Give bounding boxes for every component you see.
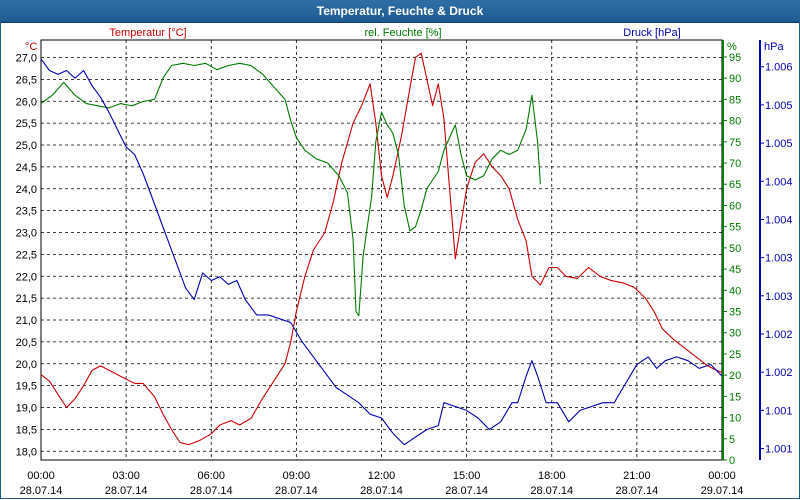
x-tick-time: 18:00 bbox=[538, 470, 566, 482]
temp-tick-label: 26,0 bbox=[16, 96, 37, 108]
x-tick-time: 15:00 bbox=[453, 470, 481, 482]
humidity-tick-label: 40 bbox=[729, 285, 741, 297]
humidity-tick-label: 80 bbox=[729, 116, 741, 128]
x-tick-time: 00:00 bbox=[27, 470, 55, 482]
pressure-axis-title: Druck [hPa] bbox=[623, 27, 680, 39]
pressure-tick-label: 1.001 bbox=[765, 444, 793, 456]
humidity-tick-label: 45 bbox=[729, 264, 741, 276]
window-titlebar: Temperatur, Feuchte & Druck bbox=[0, 0, 800, 23]
humidity-line bbox=[40, 62, 541, 317]
pressure-tick-label: 1.003 bbox=[765, 291, 793, 303]
humidity-tick-label: 70 bbox=[729, 158, 741, 170]
temp-tick-label: 18,5 bbox=[16, 424, 37, 436]
humidity-tick-label: 30 bbox=[729, 328, 741, 340]
x-tick-date: 29.07.14 bbox=[701, 485, 744, 497]
x-tick-time: 12:00 bbox=[368, 470, 396, 482]
pressure-tick-label: 1.004 bbox=[765, 176, 793, 188]
temp-tick-label: 26,5 bbox=[16, 74, 37, 86]
humidity-tick-label: 60 bbox=[729, 200, 741, 212]
temp-tick-label: 21,5 bbox=[16, 293, 37, 305]
x-tick-time: 00:00 bbox=[708, 470, 736, 482]
x-tick-time: 21:00 bbox=[623, 470, 651, 482]
temp-tick-label: 27,0 bbox=[16, 53, 37, 65]
pressure-tick-label: 1.004 bbox=[765, 214, 793, 226]
temp-tick-label: 18,0 bbox=[16, 446, 37, 458]
x-tick-date: 28.07.14 bbox=[360, 485, 403, 497]
humidity-tick-label: 95 bbox=[729, 52, 741, 64]
pressure-tick-label: 1.003 bbox=[765, 253, 793, 265]
humidity-tick-label: 15 bbox=[729, 391, 741, 403]
series-group bbox=[40, 52, 723, 446]
humidity-tick-label: 5 bbox=[729, 434, 735, 446]
temp-tick-label: 22,5 bbox=[16, 249, 37, 261]
temp-tick-label: 25,0 bbox=[16, 140, 37, 152]
temp-tick-label: 20,0 bbox=[16, 359, 37, 371]
humidity-unit-label: % bbox=[727, 41, 737, 53]
humidity-tick-label: 90 bbox=[729, 73, 741, 85]
x-tick-date: 28.07.14 bbox=[190, 485, 233, 497]
humidity-tick-label: 25 bbox=[729, 349, 741, 361]
x-tick-time: 06:00 bbox=[197, 470, 225, 482]
humidity-tick-label: 75 bbox=[729, 137, 741, 149]
x-tick-date: 28.07.14 bbox=[105, 485, 148, 497]
humidity-tick-label: 20 bbox=[729, 370, 741, 382]
x-tick-time: 03:00 bbox=[112, 470, 140, 482]
temp-tick-label: 23,5 bbox=[16, 206, 37, 218]
humidity-tick-label: 10 bbox=[729, 413, 741, 425]
x-tick-time: 09:00 bbox=[283, 470, 311, 482]
humidity-tick-label: 50 bbox=[729, 243, 741, 255]
temp-tick-label: 23,0 bbox=[16, 228, 37, 240]
x-tick-date: 28.07.14 bbox=[530, 485, 573, 497]
temp-tick-label: 24,5 bbox=[16, 162, 37, 174]
axis-labels: 18,0 18,5 19,0 19,5 20,0 20,5 21,0 21,5 22,0 22,5… bbox=[16, 27, 793, 497]
pressure-tick-label: 1.001 bbox=[765, 405, 793, 417]
x-tick-date: 28.07.14 bbox=[20, 485, 63, 497]
humidity-axis-title: rel. Feuchte [%] bbox=[364, 27, 441, 39]
temp-tick-label: 22,0 bbox=[16, 271, 37, 283]
pressure-tick-label: 1.002 bbox=[765, 329, 793, 341]
humidity-tick-label: 65 bbox=[729, 179, 741, 191]
temp-unit-label: °C bbox=[25, 41, 37, 53]
pressure-tick-label: 1.005 bbox=[765, 100, 793, 112]
x-tick-date: 28.07.14 bbox=[615, 485, 658, 497]
temp-tick-label: 19,5 bbox=[16, 381, 37, 393]
pressure-tick-label: 1.006 bbox=[765, 62, 793, 74]
window-title: Temperatur, Feuchte & Druck bbox=[316, 4, 484, 18]
temp-tick-label: 20,5 bbox=[16, 337, 37, 349]
x-tick-date: 28.07.14 bbox=[445, 485, 488, 497]
pressure-tick-label: 1.005 bbox=[765, 138, 793, 150]
temp-tick-label: 24,0 bbox=[16, 184, 37, 196]
humidity-tick-label: 85 bbox=[729, 94, 741, 106]
temp-tick-label: 25,5 bbox=[16, 118, 37, 130]
grid bbox=[40, 39, 764, 461]
temp-tick-label: 21,0 bbox=[16, 315, 37, 327]
temperature-line bbox=[40, 52, 723, 446]
humidity-tick-label: 55 bbox=[729, 222, 741, 234]
humidity-tick-label: 0 bbox=[729, 455, 735, 467]
pressure-unit-label: hPa bbox=[764, 41, 784, 53]
temp-axis-title: Temperatur [°C] bbox=[109, 27, 186, 39]
temp-tick-label: 19,0 bbox=[16, 403, 37, 415]
pressure-line bbox=[40, 58, 723, 446]
x-tick-date: 28.07.14 bbox=[275, 485, 318, 497]
humidity-tick-label: 35 bbox=[729, 307, 741, 319]
pressure-tick-label: 1.002 bbox=[765, 367, 793, 379]
